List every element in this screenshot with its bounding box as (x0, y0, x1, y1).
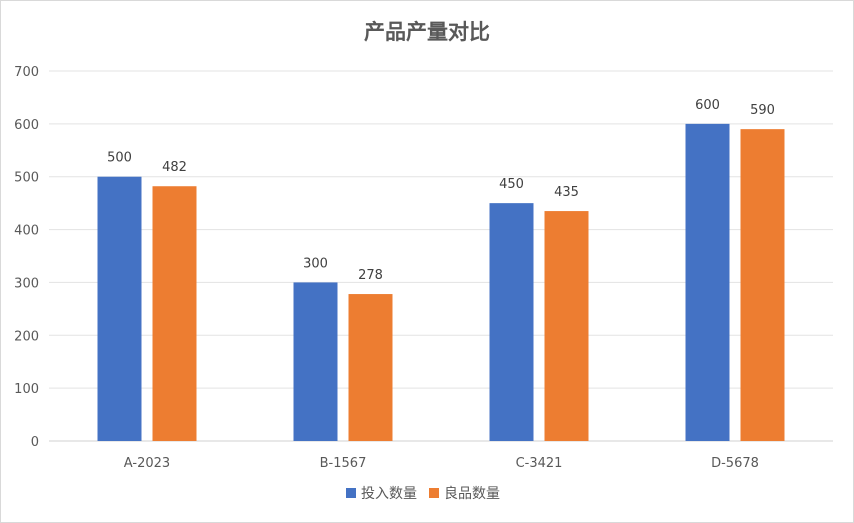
bar-input-D-5678 (685, 123, 730, 441)
y-tick-label: 100 (14, 382, 39, 397)
y-tick-label: 200 (14, 329, 39, 344)
bar-good-C-3421 (544, 211, 589, 441)
chart-title: 产品产量对比 (364, 20, 490, 44)
x-tick-label: B-1567 (320, 456, 367, 471)
bars (97, 123, 785, 441)
bar-input-B-1567 (293, 282, 338, 441)
data-label: 435 (554, 185, 579, 200)
y-tick-label: 0 (31, 435, 39, 450)
x-axis-ticks: A-2023 B-1567 C-3421 D-5678 (124, 456, 759, 471)
data-label: 300 (303, 256, 328, 271)
y-tick-label: 700 (14, 65, 39, 80)
y-axis-ticks: 0 100 200 300 400 500 600 700 (14, 65, 39, 450)
data-label: 600 (695, 98, 720, 113)
data-label: 278 (358, 268, 383, 283)
legend-entry: 投入数量 (361, 486, 417, 502)
bar-good-B-1567 (348, 294, 393, 441)
data-labels: 500 482 300 278 450 435 600 590 (107, 98, 775, 283)
x-tick-label: A-2023 (124, 456, 170, 471)
x-tick-label: C-3421 (516, 456, 563, 471)
legend-swatch (346, 488, 356, 498)
data-label: 482 (162, 160, 187, 175)
y-tick-label: 600 (14, 118, 39, 133)
bar-good-A-2023 (152, 186, 197, 441)
y-tick-label: 300 (14, 276, 39, 291)
data-label: 500 (107, 151, 132, 166)
bar-input-A-2023 (97, 176, 142, 441)
y-tick-label: 400 (14, 224, 39, 239)
x-tick-label: D-5678 (711, 456, 759, 471)
legend: 投入数量 良品数量 (346, 486, 500, 502)
data-label: 590 (750, 103, 775, 118)
bar-input-C-3421 (489, 203, 534, 441)
legend-swatch (429, 488, 439, 498)
y-tick-label: 500 (14, 171, 39, 186)
bar-good-D-5678 (740, 129, 785, 441)
data-label: 450 (499, 177, 524, 192)
legend-entry: 良品数量 (444, 486, 500, 502)
